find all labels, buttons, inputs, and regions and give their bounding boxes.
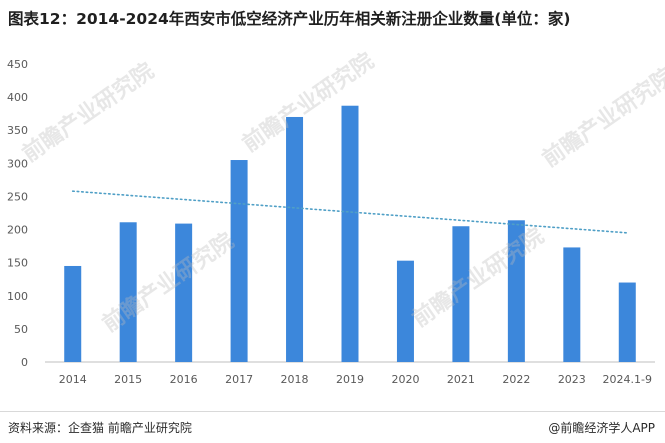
bar xyxy=(452,226,470,362)
bar xyxy=(507,220,525,362)
bar xyxy=(175,223,193,362)
bar xyxy=(618,282,636,362)
y-tick-label: 100 xyxy=(7,290,28,303)
x-tick-label: 2016 xyxy=(170,373,198,386)
x-tick-label: 2020 xyxy=(391,373,419,386)
brand-credit: @前瞻经济学人APP xyxy=(548,421,655,435)
y-tick-label: 350 xyxy=(7,124,28,137)
bar xyxy=(341,105,359,362)
y-tick-label: 400 xyxy=(7,91,28,104)
x-tick-label: 2014 xyxy=(59,373,87,386)
source-note: 资料来源：企查猫 前瞻产业研究院 xyxy=(8,421,192,435)
x-tick-label: 2018 xyxy=(281,373,309,386)
chart-title: 图表12：2014-2024年西安市低空经济产业历年相关新注册企业数量(单位：家… xyxy=(8,10,571,28)
bar xyxy=(563,247,581,362)
bar xyxy=(119,222,137,362)
x-tick-label: 2021 xyxy=(447,373,475,386)
y-tick-label: 450 xyxy=(7,58,28,71)
y-tick-label: 300 xyxy=(7,157,28,170)
y-tick-label: 250 xyxy=(7,190,28,203)
x-tick-label: 2023 xyxy=(558,373,586,386)
x-tick-label: 2019 xyxy=(336,373,364,386)
y-tick-label: 50 xyxy=(14,323,28,336)
y-tick-label: 200 xyxy=(7,224,28,237)
bar xyxy=(396,260,414,362)
bar xyxy=(286,116,304,362)
y-tick-label: 150 xyxy=(7,257,28,270)
trendline xyxy=(71,190,629,234)
x-tick-label: 2024.1-9 xyxy=(603,373,652,386)
bar xyxy=(230,160,248,362)
x-tick-label: 2017 xyxy=(225,373,253,386)
bar-chart: 0 50 100 150 200 250 300 350 400 450 2014 2015 2016 2… xyxy=(7,58,655,386)
footer-divider xyxy=(0,411,665,412)
x-tick-label: 2022 xyxy=(502,373,530,386)
x-tick-label: 2015 xyxy=(114,373,142,386)
y-tick-label: 0 xyxy=(21,356,28,369)
bar xyxy=(64,265,82,362)
